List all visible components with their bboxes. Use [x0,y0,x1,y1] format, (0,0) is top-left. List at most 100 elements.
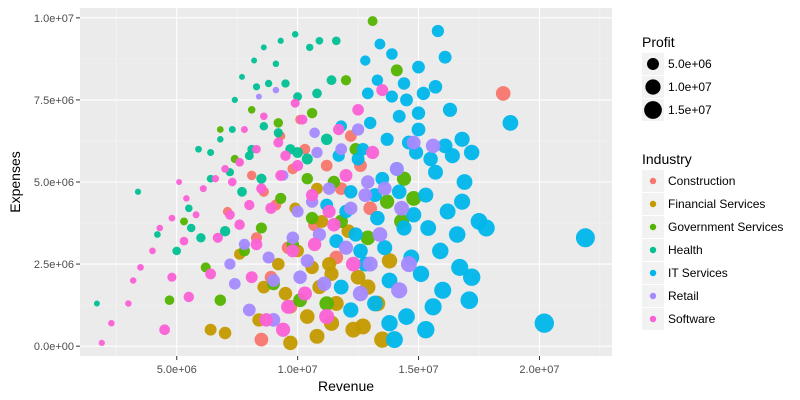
point-it-services [333,279,349,295]
industry-color-legend: Industry Construction Financial Services G… [642,151,783,330]
point-it-services [442,102,458,117]
point-health [326,75,337,86]
point-retail [358,188,373,203]
point-it-services [448,226,466,243]
point-software [275,322,291,337]
point-government-services [306,107,318,119]
point-it-services [534,313,554,333]
point-it-services [396,220,412,236]
point-software [339,168,353,182]
point-it-services [411,106,426,120]
point-health [237,186,247,197]
point-software [256,183,267,194]
point-it-services [406,207,422,223]
point-software [305,188,319,202]
point-government-services [367,16,378,27]
point-it-services [438,50,452,64]
point-it-services [428,164,443,180]
point-retail [309,127,320,139]
point-retail [400,256,417,273]
point-government-services [360,230,376,246]
point-retail [286,231,300,245]
y-axis-title: Expenses [7,151,23,212]
point-it-services [456,174,473,190]
point-construction [246,170,257,181]
point-it-services [416,86,431,101]
point-retail [224,258,236,270]
point-software [183,291,195,303]
point-financial-services [315,214,329,228]
point-government-services [247,106,256,114]
point-software [211,175,220,183]
point-retail [352,285,369,302]
color-legend-label: IT Services [668,266,728,280]
point-health [264,79,273,88]
point-retail [335,143,348,156]
point-it-services [381,272,398,289]
point-it-services [348,227,363,242]
point-it-services [360,55,371,66]
y-tick-label: 0.0e+00 [34,341,74,353]
point-health [292,147,304,158]
point-retail [361,175,375,189]
point-retail [322,182,336,195]
color-legend-dot [649,223,657,231]
point-financial-services [278,286,293,301]
point-retail [425,138,441,154]
point-it-services [353,243,368,259]
point-it-services [343,302,359,318]
y-axis-ticks: 0.0e+00 2.5e+06 5.0e+06 7.5e+06 1.0e+07 [34,13,80,353]
point-health [217,136,224,143]
point-health [272,60,280,68]
color-legend-label: Retail [668,289,699,303]
point-software [192,211,200,219]
point-software [137,264,144,271]
point-government-services [396,171,412,186]
point-software [221,165,229,173]
y-tick-label: 2.5e+06 [34,259,74,271]
point-software [327,217,341,232]
point-financial-services [309,328,325,344]
point-it-services [477,219,495,237]
point-software [167,272,177,282]
point-it-services [437,138,453,154]
point-financial-services [218,326,232,340]
color-legend-label: Financial Services [668,197,765,211]
color-legend-dot [649,269,657,277]
point-it-services [385,90,398,103]
point-software [156,224,164,232]
point-it-services [400,93,413,107]
size-legend-label: 1.0e+07 [668,80,712,94]
point-software [259,313,273,327]
point-financial-services [322,257,337,272]
point-retail [300,254,314,268]
profit-size-legend: Profit 5.0e+06 1.0e+07 1.5e+07 [642,34,712,121]
point-retail [311,146,323,159]
color-legend-label: Government Services [668,220,783,234]
point-software [297,114,308,125]
point-government-services [406,190,422,206]
point-health [252,83,261,91]
point-retail [394,200,410,216]
point-software [259,112,268,121]
x-tick-label: 1.0e+07 [278,364,318,376]
point-government-services [180,217,188,226]
point-construction [363,201,378,216]
point-it-services [370,210,385,226]
point-government-services [275,192,287,204]
point-health [231,96,238,104]
point-health [315,36,324,45]
point-health [195,145,202,153]
data-points [93,16,595,351]
point-software [108,319,115,327]
point-health [291,31,299,38]
point-health [281,79,290,88]
point-it-services [392,109,406,123]
point-construction [254,332,269,347]
point-software [376,84,389,97]
point-government-services [164,295,175,306]
point-software [345,256,361,272]
color-legend-dot [649,177,657,185]
point-it-services [420,220,437,236]
